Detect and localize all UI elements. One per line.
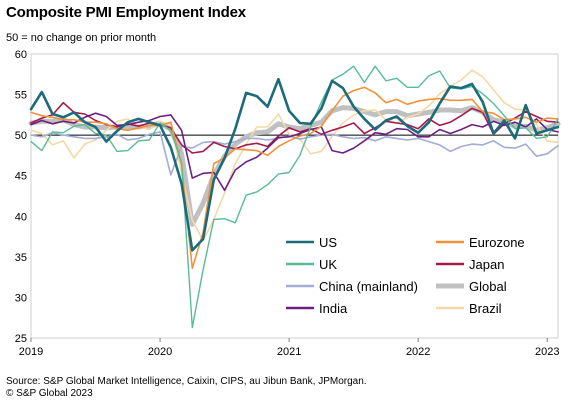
y-tick-label: 60 — [15, 49, 27, 61]
x-tick-label: 2020 — [148, 346, 172, 358]
y-tick-label: 30 — [15, 292, 27, 304]
x-tick-label: 2021 — [277, 346, 301, 358]
series-line-us — [29, 77, 560, 252]
series-line-brazil — [30, 69, 559, 242]
x-tick-label: 2023 — [535, 346, 559, 358]
copyright-note: © S&P Global 2023 — [6, 388, 93, 399]
source-note: Source: S&P Global Market Intelligence, … — [6, 376, 367, 387]
legend-label-uk: UK — [319, 257, 337, 272]
series-line-uk — [30, 65, 559, 329]
y-tick-label: 50 — [15, 130, 27, 142]
legend-label-eurozone: Eurozone — [469, 235, 525, 250]
legend-label-global: Global — [469, 279, 507, 294]
x-tick-label: 2019 — [19, 346, 43, 358]
y-tick-label: 25 — [15, 333, 27, 345]
legend-label-china-mainland: China (mainland) — [319, 279, 418, 294]
chart-subtitle: 50 = no change on prior month — [6, 32, 157, 44]
y-tick-label: 55 — [15, 90, 27, 102]
y-tick-label: 45 — [15, 171, 27, 183]
chart-title: Composite PMI Employment Index — [6, 4, 246, 21]
y-tick-label: 35 — [15, 252, 27, 264]
series-line-japan — [30, 101, 559, 154]
legend-label-japan: Japan — [469, 257, 504, 272]
legend-label-brazil: Brazil — [469, 301, 502, 316]
series-line-india — [30, 112, 559, 192]
legend-label-india: India — [319, 301, 348, 316]
y-tick-label: 40 — [15, 211, 27, 223]
legend-label-us: US — [319, 235, 337, 250]
plot-frame — [30, 53, 559, 339]
x-tick-label: 2022 — [406, 346, 430, 358]
